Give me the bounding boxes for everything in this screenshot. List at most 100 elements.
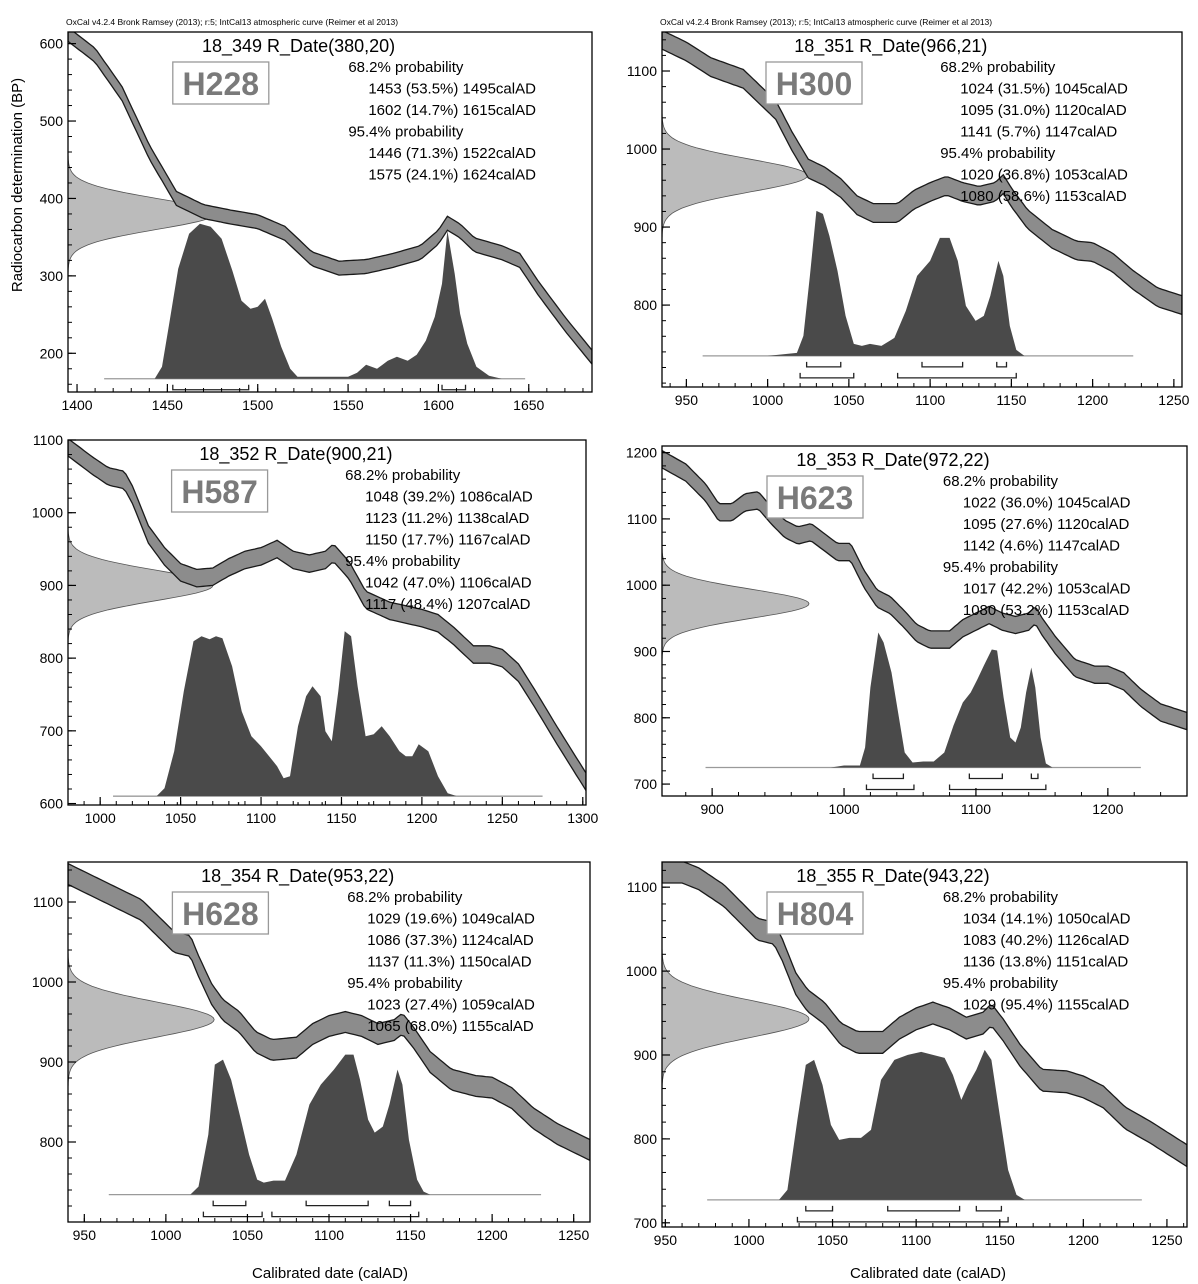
range-68-bracket — [388, 1200, 412, 1207]
calibration-curve — [662, 32, 1182, 316]
calibration-curve — [68, 32, 592, 366]
x-tick-label: 1100 — [901, 1232, 931, 1248]
probability-heading: 68.2% probability — [940, 59, 1056, 76]
y-tick-label: 1200 — [626, 445, 657, 461]
range-68-bracket — [305, 1200, 369, 1207]
x-tick-label: 950 — [73, 1227, 97, 1243]
plot-area — [662, 32, 1182, 379]
calibration-curve — [68, 862, 590, 1162]
sample-label-box — [172, 61, 270, 105]
range-95-bracket — [799, 372, 855, 379]
y-tick-label: 1000 — [626, 577, 657, 593]
y-tick-label: 1100 — [33, 432, 63, 448]
probability-range: 1029 (19.6%) 1049calAD — [367, 911, 535, 928]
chart-panel: 950 1000 1050 1100 1150 1200 1250 800 900 1000 110… — [32, 861, 591, 1243]
plot-frame — [661, 861, 1188, 1228]
x-tick-label: 1100 — [314, 1227, 344, 1243]
chart-title: 18_354 R_Date(953,22) — [201, 866, 394, 887]
plot-area — [662, 449, 1187, 791]
y-tick-label: 1100 — [627, 63, 657, 79]
sample-label: H804 — [777, 896, 854, 932]
y-tick-label: 1000 — [626, 141, 657, 157]
x-tick-label: 1250 — [1151, 1232, 1182, 1248]
range-68-bracket — [805, 361, 842, 368]
probability-range: 1020 (36.8%) 1053calAD — [960, 167, 1128, 184]
probability-range: 1575 (24.1%) 1624calAD — [368, 167, 536, 184]
probability-range: 1023 (27.4%) 1059calAD — [367, 997, 535, 1014]
y-tick-label: 1000 — [32, 974, 63, 990]
plot-frame — [661, 445, 1188, 797]
range-95-bracket — [865, 784, 915, 791]
probability-range: 1065 (68.0%) 1155calAD — [367, 1018, 534, 1035]
plot-area — [68, 862, 590, 1218]
posterior-distribution — [113, 631, 543, 797]
x-axis-label-right: Calibrated date (calAD) — [850, 1265, 1006, 1282]
y-tick-label: 800 — [634, 1131, 658, 1147]
chart-panel: 900 1000 1100 1200 700 800 900 1000 1100 1200 18_3… — [626, 445, 1188, 817]
radiocarbon-date-distribution — [662, 545, 810, 663]
chart-panel: 1000 1050 1100 1150 1200 1250 1300 600 700 800 900… — [32, 432, 599, 826]
x-tick-label: 1500 — [242, 397, 273, 413]
range-95-bracket — [202, 1211, 263, 1218]
probability-range: 1080 (58.6%) 1153calAD — [960, 188, 1127, 205]
y-tick-label: 1100 — [627, 511, 657, 527]
range-95-bracket — [271, 1211, 420, 1218]
probability-range: 1048 (39.2%) 1086calAD — [365, 489, 533, 506]
calibration-curve — [68, 440, 586, 792]
sample-label: H623 — [777, 480, 854, 516]
plot-area — [662, 862, 1187, 1223]
probability-range: 1086 (37.3%) 1124calAD — [367, 932, 534, 949]
probability-heading: 95.4% probability — [943, 559, 1059, 576]
x-axis-label-left: Calibrated date (calAD) — [252, 1265, 408, 1282]
x-tick-label: 1200 — [1077, 392, 1108, 408]
range-68-bracket — [872, 773, 905, 780]
y-tick-label: 500 — [40, 113, 64, 129]
oxcal-header: OxCal v4.2.4 Bronk Ramsey (2013); r:5; I… — [66, 17, 398, 27]
calibration-curve — [662, 449, 1187, 731]
x-tick-label: 1250 — [558, 1227, 589, 1243]
sample-label-box — [171, 891, 270, 935]
x-tick-label: 1300 — [567, 810, 598, 826]
x-tick-label: 1200 — [477, 1227, 508, 1243]
y-tick-label: 800 — [634, 297, 658, 313]
probability-range: 1083 (40.2%) 1126calAD — [963, 932, 1130, 949]
probability-range: 1042 (47.0%) 1106calAD — [365, 575, 532, 592]
range-95-bracket — [896, 372, 1017, 379]
y-tick-label: 900 — [634, 1047, 658, 1063]
x-tick-label: 1050 — [165, 810, 196, 826]
x-tick-label: 1150 — [985, 1232, 1015, 1248]
y-tick-label: 600 — [40, 796, 64, 812]
x-tick-label: 1050 — [817, 1232, 848, 1248]
plot-frame — [67, 439, 587, 806]
probability-range: 1017 (42.2%) 1053calAD — [963, 581, 1131, 598]
y-tick-label: 1100 — [33, 894, 63, 910]
probability-range: 1022 (36.0%) 1045calAD — [963, 495, 1131, 512]
y-tick-label: 400 — [40, 190, 64, 206]
x-tick-label: 1050 — [833, 392, 864, 408]
chart-title: 18_353 R_Date(972,22) — [796, 450, 989, 471]
y-tick-label: 1100 — [627, 879, 657, 895]
x-tick-label: 1200 — [1068, 1232, 1099, 1248]
panels: 1400 1450 1500 1550 1600 1650200300400500600O… — [32, 17, 1190, 1248]
sample-label: H300 — [776, 66, 853, 102]
y-tick-label: 900 — [40, 1054, 64, 1070]
x-tick-label: 1600 — [423, 397, 454, 413]
y-tick-label: 1000 — [626, 963, 657, 979]
probability-range: 1123 (11.2%) 1138calAD — [365, 510, 529, 527]
probability-range: 1117 (48.4%) 1207calAD — [365, 596, 531, 613]
x-tick-label: 1100 — [961, 801, 991, 817]
sample-label-box — [766, 475, 864, 519]
chart-title: 18_352 R_Date(900,21) — [199, 444, 392, 465]
x-tick-label: 1150 — [326, 810, 356, 826]
x-tick-label: 1650 — [513, 397, 544, 413]
range-68-bracket — [172, 384, 250, 391]
y-tick-label: 900 — [40, 577, 64, 593]
probability-range: 1029 (95.4%) 1155calAD — [963, 997, 1130, 1014]
x-tick-label: 1000 — [733, 1232, 764, 1248]
x-tick-label: 1150 — [396, 1227, 426, 1243]
probability-range: 1024 (31.5%) 1045calAD — [960, 81, 1128, 98]
y-tick-label: 600 — [40, 36, 64, 52]
probability-range: 1080 (53.2%) 1153calAD — [963, 602, 1130, 619]
x-tick-label: 1450 — [152, 397, 183, 413]
